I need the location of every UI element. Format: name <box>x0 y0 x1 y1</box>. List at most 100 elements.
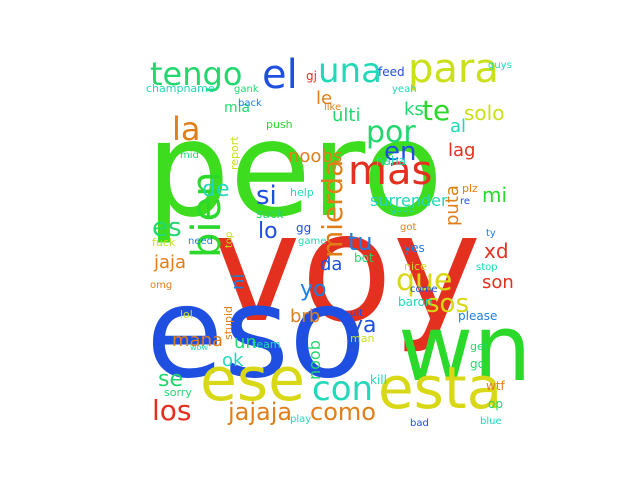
word-con: con <box>312 369 373 409</box>
word-blue: blue <box>480 416 502 427</box>
word-play: play <box>290 414 311 425</box>
word-que: que <box>396 263 453 298</box>
word-surrender: surrender <box>370 191 448 210</box>
word-una: una <box>318 51 382 91</box>
word-stupid: stupid <box>222 306 235 340</box>
word-champname: champname <box>146 82 215 95</box>
word-baron: baron <box>398 295 433 309</box>
word-wow: wow <box>190 343 208 352</box>
word-re: re <box>460 196 470 207</box>
word-si: si <box>256 181 277 211</box>
word-jajaja: jajaja <box>227 398 292 426</box>
word-son: son <box>482 272 514 293</box>
word-wn: wn <box>398 295 532 402</box>
word-mia: mia <box>224 100 250 116</box>
word-mi: mi <box>482 183 507 207</box>
word-voy: voy <box>212 182 481 356</box>
word-mid: mid <box>180 150 199 161</box>
word-feed: feed <box>378 65 405 79</box>
word-gg: gg <box>296 221 311 235</box>
word-por: por <box>366 115 416 150</box>
word-ya: ya <box>350 313 377 338</box>
word-yo: yo <box>300 277 326 302</box>
word-para: para <box>408 46 499 92</box>
word-game: game <box>298 236 326 247</box>
word-yeah: yeah <box>392 84 417 95</box>
word-omg: omg <box>150 280 172 291</box>
word-un: un <box>234 332 257 353</box>
word-gank: gank <box>234 84 259 95</box>
word-get: get <box>470 340 489 353</box>
word-lo: lo <box>258 219 278 244</box>
word-de: de <box>202 177 230 202</box>
word-bien: bien <box>184 172 230 258</box>
word-xd: xd <box>484 239 509 263</box>
word-el: el <box>262 52 298 98</box>
word-lag: lag <box>448 140 475 161</box>
word-brb: brb <box>290 306 320 327</box>
word-da: da <box>320 254 342 275</box>
word-got: got <box>400 222 416 233</box>
word-come: come <box>410 284 438 295</box>
word-ulti: ulti <box>332 105 360 126</box>
word-como: como <box>310 398 376 426</box>
word-te: te <box>422 94 450 127</box>
word-ni: ni <box>228 274 249 290</box>
word-solo: solo <box>464 101 504 125</box>
word-wtf: wtf <box>486 379 506 393</box>
word-pero: pero <box>146 93 443 247</box>
word-like: like <box>324 102 341 113</box>
word-noob: noob <box>305 340 324 380</box>
word-man: man <box>350 332 374 345</box>
word-en: en <box>384 137 416 167</box>
word-please: please <box>458 309 497 323</box>
word-plz: plz <box>462 182 478 195</box>
word-ty: ty <box>486 228 496 239</box>
word-los: los <box>152 394 192 427</box>
word-bad: bad <box>410 418 429 429</box>
word-yes: yes <box>404 241 425 255</box>
word-tengo: tengo <box>150 55 242 93</box>
word-noobs: noobs <box>288 146 342 167</box>
word-es: es <box>152 213 182 243</box>
word-ok: ok <box>222 350 244 371</box>
word-sos: sos <box>426 289 469 319</box>
word-top: top <box>224 232 235 248</box>
word-mierda: mierda <box>316 160 349 258</box>
word-back: back <box>238 98 262 109</box>
word-help: help <box>290 186 314 199</box>
word-ks: ks <box>404 99 424 120</box>
word-fuck: fuck <box>152 236 176 249</box>
word-le: le <box>316 88 332 109</box>
word-report: report <box>228 136 241 170</box>
word-mana: mana <box>172 330 223 351</box>
word-suck: suck <box>256 207 283 221</box>
word-sorry: sorry <box>164 386 192 399</box>
word-puta: puta <box>442 185 463 226</box>
word-esta: esta <box>378 354 502 422</box>
word-ult: ult <box>350 308 363 319</box>
word-push: push <box>266 118 293 131</box>
word-team: team <box>252 338 281 351</box>
word-haha: haha <box>376 154 406 168</box>
word-gj: gj <box>306 69 317 83</box>
word-lol: lol <box>180 308 193 321</box>
word-stop: stop <box>476 262 498 273</box>
word-need: need <box>188 236 213 247</box>
word-tu: tu <box>348 228 373 256</box>
word-bot: bot <box>354 251 374 265</box>
word-op: op <box>488 397 503 411</box>
word-la: la <box>172 110 201 148</box>
word-nice: nice <box>404 260 427 273</box>
word-kill: kill <box>370 373 387 387</box>
word-eso: eso <box>146 259 366 406</box>
word-se: se <box>158 367 183 392</box>
word-ese: ese <box>200 345 305 415</box>
word-good: good <box>390 204 415 215</box>
word-go: go <box>470 357 485 371</box>
word-mas: mas <box>348 148 432 194</box>
word-al: al <box>450 116 466 137</box>
word-jaja: jaja <box>153 252 186 273</box>
word-guys: guys <box>488 60 512 71</box>
